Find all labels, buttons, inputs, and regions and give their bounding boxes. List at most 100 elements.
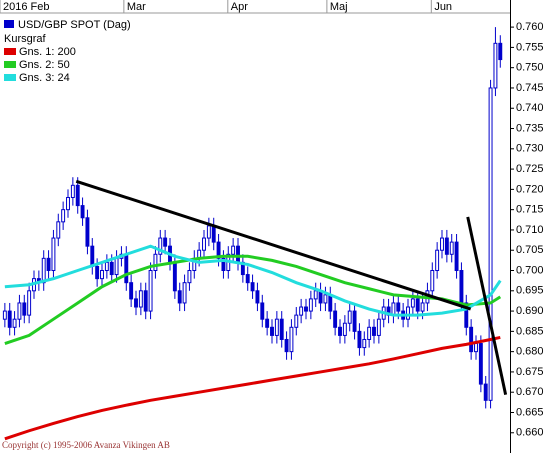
candle-body [124,253,129,284]
candle-body [406,306,410,320]
candle-body [372,326,376,336]
candle-body [469,326,474,353]
candle-body [274,318,279,336]
candle-body [236,245,240,263]
candle-body [454,241,459,272]
candle-body [153,253,158,272]
candle-body [333,310,338,328]
candle-body [41,257,46,284]
candle-body [17,302,22,320]
candle-body [216,241,221,259]
candle-body [114,257,119,276]
candle-body [70,184,75,198]
copyright: Copyright (c) 1995-2006 Avanza Vikingen … [2,440,170,450]
y-tick-label: 0.685 [516,325,544,337]
y-tick-label: 0.750 [516,62,544,74]
candle-body [430,270,435,292]
candle-body [90,245,95,267]
candle-body [245,274,250,284]
candle-body [376,318,381,336]
candle-body [420,302,425,312]
legend-swatch [4,20,14,28]
x-tick-label: Maj [330,1,348,13]
candle-body [362,338,367,349]
candle-body [483,383,488,401]
candle-body [12,318,17,328]
x-tick-label: Apr [231,1,248,13]
candle-body [2,310,7,320]
trendline [75,179,472,311]
candle-body [66,196,70,211]
candle-body [444,237,449,255]
candle-body [265,318,270,328]
x-tick-label: 2016 Feb [3,1,49,13]
candle-body [138,290,143,308]
candle-body [172,261,177,292]
candle-body [328,294,333,312]
candle-body [182,282,187,304]
y-tick-label: 0.745 [516,82,544,94]
y-tick-label: 0.715 [516,204,544,216]
candle-body [85,217,90,247]
candle-body [279,318,284,340]
candle-body [211,225,216,243]
candle-body [342,322,347,336]
y-tick-label: 0.695 [516,285,544,297]
candle-body [75,184,80,207]
candle-body [352,310,357,332]
y-tick-label: 0.755 [516,41,544,53]
candle-body [221,257,226,272]
x-tick-label: Jun [434,1,452,13]
legend-label: Gns. 3: 24 [19,72,70,84]
candle-body [61,209,66,223]
candle-body [148,270,153,312]
candle-body [202,237,206,251]
candle-body [347,310,352,324]
candle-body [206,225,211,239]
y-tick-label: 0.675 [516,366,544,378]
y-tick-label: 0.690 [516,305,544,317]
legend-label: USD/GBP SPOT (Dag) [18,19,131,31]
y-tick-label: 0.725 [516,163,544,175]
candle-body [313,290,318,300]
trendline [466,216,508,395]
candle-body [308,298,313,312]
candle-body [299,306,304,316]
candle-body [109,261,114,276]
candle-body [488,87,493,401]
legend-swatch [4,48,16,55]
candle-body [27,290,32,316]
candle-body [357,330,362,349]
y-tick-label: 0.730 [516,143,544,155]
candle-body [22,302,27,316]
candle-body [158,237,163,255]
candle-body [391,302,396,316]
candle-body [270,326,274,336]
candle-body [459,270,464,304]
y-tick-label: 0.660 [516,427,544,439]
legend-title: Kursgraf [4,33,47,45]
y-tick-label: 0.665 [516,406,544,418]
candle-body [304,306,308,312]
candle-body [478,343,483,385]
x-tick-label: Mar [127,1,146,13]
y-tick-label: 0.670 [516,386,544,398]
legend-swatch [4,74,16,81]
moving-average [4,244,502,317]
candle-body [134,298,138,308]
candle-body [449,241,454,255]
legend-box [0,16,112,86]
candle-body [143,290,148,312]
candle-body [260,302,265,320]
y-tick-label: 0.680 [516,346,544,358]
candle-body [51,237,56,272]
candle-body [250,282,255,292]
candle-body [498,42,503,61]
candle-body [396,302,401,312]
candle-body [231,245,236,255]
y-tick-label: 0.705 [516,244,544,256]
candle-body [338,326,342,336]
candle-body [163,237,168,247]
y-tick-label: 0.760 [516,21,544,33]
